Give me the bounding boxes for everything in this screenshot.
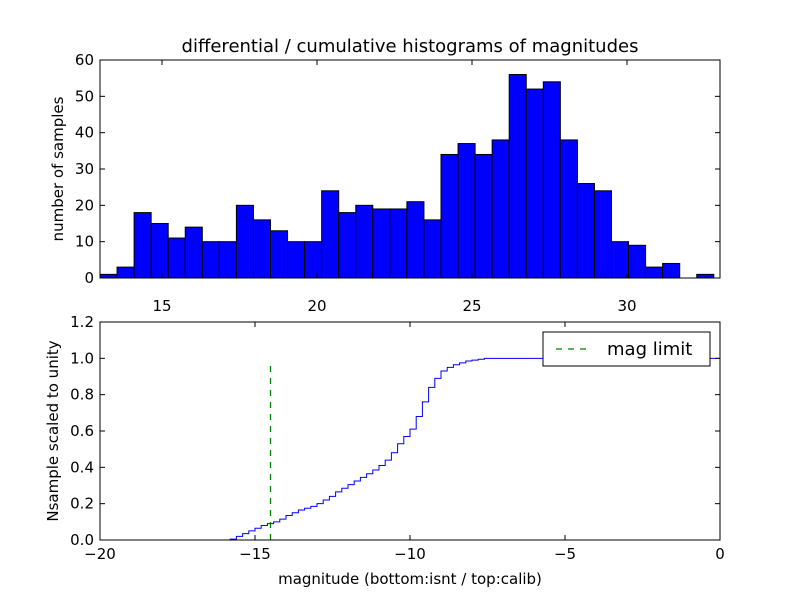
histogram-bar: [304, 241, 323, 279]
cumulative-y-tick-label: 0.4: [70, 458, 94, 476]
cumulative-lines: [100, 357, 721, 541]
cumulative-y-tick-label: 1.2: [70, 313, 94, 331]
histogram-bar: [287, 241, 306, 279]
histogram-bar: [474, 153, 493, 279]
histogram-bar: [457, 143, 476, 279]
histogram-bar: [389, 208, 408, 279]
cumulative-x-tick-label: −20: [84, 545, 116, 563]
histogram-bar: [423, 219, 442, 279]
histogram-bar: [525, 88, 544, 279]
cumulative-x-tick-label: 0: [715, 545, 725, 563]
histogram-x-tick-label: 25: [462, 297, 481, 315]
histogram-x-tick-label: 15: [152, 297, 171, 315]
histogram-bar: [576, 183, 595, 279]
histogram-bar: [218, 241, 237, 279]
histogram-y-axis-label: number of samples: [49, 96, 67, 241]
cumulative-y-tick-label: 1.0: [70, 349, 94, 367]
histogram-y-tick-label: 50: [75, 87, 94, 105]
cumulative-y-tick-label: 0.6: [70, 422, 94, 440]
histogram-bar: [184, 226, 203, 279]
histogram-bar: [406, 201, 425, 279]
histogram-bar: [542, 81, 561, 279]
histogram-y-tick-label: 10: [75, 233, 94, 251]
histogram-bar: [116, 266, 135, 279]
cumulative-x-tick-label: −10: [394, 545, 426, 563]
legend-box: [542, 331, 711, 367]
histogram-y-tick-label: 30: [75, 160, 94, 178]
cumulative-ticks: −20 −15 −10 −5 0 0.0 0.2 0.4 0.6 0.8 1.0 1.2: [70, 313, 725, 563]
histogram-bar: [696, 273, 715, 279]
histogram-panel: differential / cumulative histograms of …: [49, 36, 721, 315]
cumulative-y-tick-label: 0.8: [70, 386, 94, 404]
histogram-bar: [628, 244, 647, 279]
cumulative-step-line: [100, 357, 721, 541]
cumulative-y-axis-label: Nsample scaled to unity: [44, 340, 62, 521]
histogram-bar: [99, 273, 118, 279]
histogram-bars: [99, 74, 715, 279]
histogram-bar: [645, 266, 664, 279]
cumulative-x-axis-label: magnitude (bottom:isnt / top:calib): [278, 570, 542, 588]
legend-entry-mag-limit: mag limit: [607, 339, 692, 360]
histogram-y-tick-label: 60: [75, 51, 94, 69]
histogram-bar: [321, 190, 340, 279]
histogram-bar: [355, 204, 374, 279]
cumulative-x-tick-label: −15: [239, 545, 271, 563]
histogram-bar: [167, 237, 186, 279]
histogram-bar: [133, 212, 152, 279]
cumulative-y-tick-label: 0.0: [70, 531, 94, 549]
histogram-y-tick-label: 0: [84, 269, 94, 287]
histogram-x-tick-label: 20: [307, 297, 326, 315]
histogram-ticks: 15 20 25 30 0 10 20 30 40 50 60: [75, 51, 720, 315]
histogram-bar: [150, 223, 169, 279]
histogram-bar: [235, 204, 254, 279]
histogram-bar: [252, 219, 271, 279]
histogram-bar: [611, 241, 630, 279]
cumulative-y-tick-label: 0.2: [70, 495, 94, 513]
histogram-bar: [491, 139, 510, 279]
cumulative-panel: −20 −15 −10 −5 0 0.0 0.2 0.4 0.6 0.8 1.0 1.2 Nsampl…: [44, 313, 725, 588]
histogram-x-tick-label: 30: [617, 297, 636, 315]
histogram-bar: [662, 262, 681, 279]
histogram-bar: [440, 153, 459, 279]
chart-title: differential / cumulative histograms of …: [182, 36, 639, 57]
histogram-y-tick-label: 20: [75, 196, 94, 214]
legend: mag limit: [542, 331, 711, 367]
histogram-bar: [338, 212, 357, 279]
histogram-bar: [270, 230, 289, 279]
cumulative-x-tick-label: −5: [554, 545, 576, 563]
histogram-y-tick-label: 40: [75, 124, 94, 142]
histogram-bar: [559, 139, 578, 279]
histogram-bar: [372, 208, 391, 279]
histogram-bar: [201, 241, 220, 279]
histogram-bar: [593, 190, 613, 279]
histogram-bar: [508, 74, 527, 279]
